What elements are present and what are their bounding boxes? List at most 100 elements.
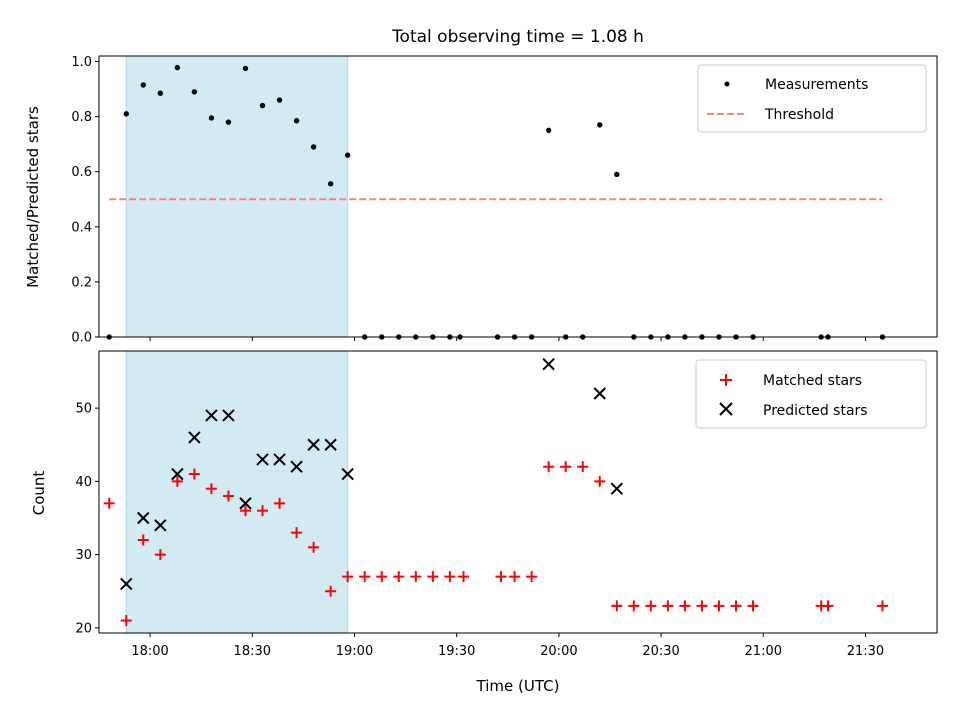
x-tick-label: 21:30 bbox=[847, 644, 884, 659]
matched-star-point bbox=[628, 600, 640, 612]
top-y-tick-label: 0.6 bbox=[71, 165, 92, 180]
matched-star-point bbox=[747, 600, 759, 612]
matched-star-point bbox=[410, 571, 422, 583]
top-legend: Measurements Threshold bbox=[697, 64, 927, 133]
measurement-point bbox=[157, 90, 164, 96]
bottom-observing-window bbox=[125, 350, 349, 634]
legend-measurements-marker bbox=[724, 81, 730, 87]
measurement-point bbox=[614, 171, 620, 178]
predicted-star-point bbox=[256, 453, 269, 466]
matched-star-point bbox=[274, 497, 286, 509]
measurement-point bbox=[123, 111, 129, 117]
x-tick-label: 20:00 bbox=[540, 644, 577, 659]
matched-star-point bbox=[876, 600, 888, 612]
top-legend-box bbox=[697, 64, 927, 133]
legend-predicted-marker bbox=[719, 402, 733, 416]
bottom-y-tick-label: 50 bbox=[75, 402, 92, 417]
matched-star-point bbox=[171, 475, 183, 487]
measurement-point bbox=[191, 89, 198, 95]
measurement-point bbox=[344, 152, 351, 158]
matched-star-point bbox=[822, 600, 834, 612]
x-tick-label: 19:30 bbox=[438, 644, 475, 659]
matched-star-point bbox=[342, 571, 354, 583]
predicted-star-point bbox=[273, 453, 286, 466]
bottom-y-tick-label: 30 bbox=[75, 548, 92, 563]
matched-star-point bbox=[359, 571, 371, 583]
top-y-axis-label: Matched/Predicted stars bbox=[24, 106, 42, 288]
matched-star-point bbox=[509, 571, 521, 583]
matched-star-point bbox=[679, 600, 691, 612]
measurement-point bbox=[208, 115, 215, 121]
matched-star-point bbox=[308, 541, 320, 553]
x-tick-label: 18:00 bbox=[131, 644, 168, 659]
matched-star-point bbox=[696, 600, 708, 612]
data-marks-layer bbox=[103, 64, 888, 627]
top-y-tick-label: 1.0 bbox=[71, 55, 92, 70]
measurement-point bbox=[140, 82, 146, 88]
legend-measurements-label: Measurements bbox=[765, 77, 868, 93]
matched-star-point bbox=[257, 505, 269, 517]
matched-star-point bbox=[393, 571, 405, 583]
measurement-point bbox=[174, 64, 181, 71]
bottom-legend-box bbox=[695, 359, 927, 429]
matched-star-point bbox=[427, 571, 439, 583]
matched-star-point bbox=[526, 571, 538, 583]
matched-star-point bbox=[730, 600, 742, 612]
predicted-star-point bbox=[171, 467, 184, 481]
predicted-star-point bbox=[188, 431, 201, 444]
x-tick-label: 21:00 bbox=[745, 644, 782, 659]
measurement-point bbox=[259, 102, 266, 109]
matched-star-point bbox=[154, 549, 166, 561]
bottom-y-tick-label: 20 bbox=[75, 621, 92, 636]
matched-star-point bbox=[103, 497, 115, 509]
predicted-star-point bbox=[120, 577, 133, 591]
measurement-point bbox=[310, 144, 317, 150]
matched-star-point bbox=[188, 468, 200, 480]
matched-star-point bbox=[662, 600, 674, 612]
top-y-tick-label: 0.0 bbox=[71, 331, 92, 346]
predicted-star-point bbox=[222, 409, 235, 422]
matched-star-point bbox=[222, 490, 234, 502]
matched-star-point bbox=[137, 534, 149, 546]
top-observing-window bbox=[125, 55, 349, 338]
top-y-tick-label: 0.8 bbox=[71, 110, 92, 125]
measurement-point bbox=[225, 119, 232, 125]
predicted-star-point bbox=[324, 438, 337, 451]
measurement-point bbox=[327, 181, 334, 187]
axes-layer: 0.0 0.2 0.4 0.6 0.8 1.0 20 30 40 50 18:00 18:30 19:0… bbox=[71, 55, 938, 659]
legend-matched-label: Matched stars bbox=[763, 373, 862, 389]
predicted-star-point bbox=[610, 482, 623, 495]
predicted-star-point bbox=[239, 497, 252, 510]
bottom-plot-frame bbox=[98, 350, 938, 634]
x-tick-label: 19:00 bbox=[336, 644, 373, 659]
legend-predicted-label: Predicted stars bbox=[763, 403, 868, 419]
matched-star-point bbox=[205, 483, 217, 495]
matched-star-point bbox=[543, 461, 555, 473]
matched-star-point bbox=[713, 600, 725, 612]
matched-star-point bbox=[239, 505, 251, 517]
predicted-star-point bbox=[341, 467, 354, 481]
x-axis-label: Time (UTC) bbox=[476, 677, 560, 695]
matched-star-point bbox=[495, 571, 507, 583]
measurement-point bbox=[293, 118, 300, 124]
predicted-star-point bbox=[290, 460, 303, 473]
matched-star-point bbox=[594, 475, 606, 487]
measurement-point bbox=[242, 65, 249, 72]
observing-window-layer bbox=[125, 55, 349, 634]
predicted-star-point bbox=[137, 511, 150, 525]
top-plot-frame bbox=[98, 55, 938, 338]
predicted-star-point bbox=[154, 519, 167, 532]
matched-star-point bbox=[325, 585, 337, 597]
measurement-point bbox=[597, 122, 603, 128]
matched-star-point bbox=[291, 527, 303, 539]
top-y-tick-label: 0.4 bbox=[71, 220, 92, 235]
bottom-y-tick-label: 40 bbox=[75, 475, 92, 490]
matched-star-point bbox=[645, 600, 657, 612]
matched-star-point bbox=[457, 571, 469, 583]
legend-matched-marker bbox=[720, 374, 732, 386]
x-tick-label: 18:30 bbox=[234, 644, 271, 659]
legend-threshold-label: Threshold bbox=[764, 107, 834, 123]
predicted-star-point bbox=[205, 409, 218, 422]
bottom-y-axis-label: Count bbox=[30, 471, 48, 516]
